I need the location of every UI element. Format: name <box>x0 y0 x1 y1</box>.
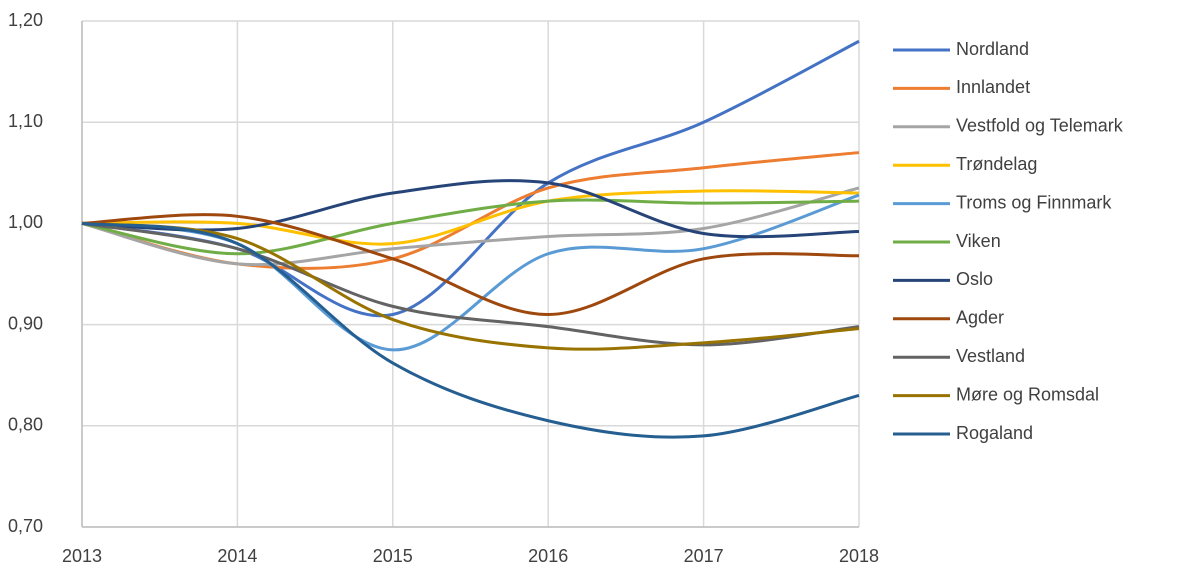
series-line <box>81 189 860 246</box>
series-line <box>81 186 860 267</box>
legend-label: Møre og Romsdal <box>956 384 1099 404</box>
x-tick-label: 2017 <box>684 546 724 566</box>
legend-label: Troms og Finnmark <box>956 192 1112 212</box>
series-line <box>81 179 860 239</box>
y-tick-label: 1,20 <box>8 10 43 30</box>
legend-label: Nordland <box>956 39 1029 59</box>
series-line <box>81 213 860 316</box>
series-line <box>81 221 860 347</box>
series-line <box>81 221 860 351</box>
x-tick-label: 2014 <box>217 546 257 566</box>
legend-label: Viken <box>956 231 1001 251</box>
series-line <box>81 221 860 439</box>
x-tick-label: 2015 <box>373 546 413 566</box>
y-tick-label: 1,10 <box>8 111 43 131</box>
legend-label: Vestfold og Telemark <box>956 116 1124 136</box>
legend-label: Rogaland <box>956 423 1033 443</box>
series-line <box>81 198 860 256</box>
y-tick-label: 0,90 <box>8 313 43 333</box>
legend-label: Oslo <box>956 269 993 289</box>
x-tick-label: 2013 <box>62 546 102 566</box>
legend-label: Innlandet <box>956 77 1030 97</box>
legend-label: Agder <box>956 308 1004 328</box>
y-tick-label: 0,80 <box>8 415 43 435</box>
legend-label: Vestland <box>956 346 1025 366</box>
legend-label: Trøndelag <box>956 154 1037 174</box>
series-line <box>81 193 860 352</box>
x-tick-label: 2016 <box>528 546 568 566</box>
y-tick-label: 0,70 <box>8 516 43 536</box>
x-tick-label: 2018 <box>839 546 879 566</box>
series-line <box>81 39 860 318</box>
y-tick-label: 1,00 <box>8 212 43 232</box>
